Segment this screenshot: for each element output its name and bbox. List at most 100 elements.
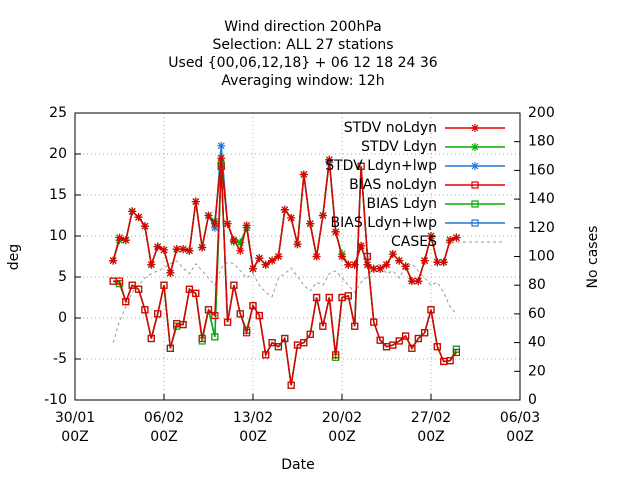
point: [427, 232, 435, 240]
x-tick-label: 30/01 00Z: [55, 410, 95, 445]
y2-tick-label: 60: [528, 306, 546, 322]
point: [160, 245, 168, 254]
point: [408, 344, 416, 352]
y2-tick-label: 180: [528, 134, 555, 150]
point: [236, 246, 245, 255]
point: [420, 256, 429, 265]
point: [217, 141, 226, 150]
legend-label: BIAS Ldyn+lwp: [331, 215, 438, 231]
legend-label: STDV Ldyn+lwp: [325, 158, 437, 174]
point: [407, 277, 416, 286]
point: [281, 334, 289, 343]
point: [223, 318, 232, 326]
point: [401, 332, 410, 340]
point: [388, 250, 397, 259]
y-tick-label: -10: [44, 392, 67, 408]
y-tick-label: 25: [49, 105, 67, 121]
point: [255, 254, 264, 263]
point: [134, 213, 143, 222]
point: [211, 311, 219, 320]
legend-label: BIAS Ldyn: [367, 196, 438, 212]
point: [261, 260, 270, 269]
point: [306, 219, 315, 228]
point: [274, 252, 283, 261]
point: [185, 285, 194, 293]
series-line: [112, 260, 457, 343]
point: [217, 154, 226, 163]
legend-marker: [471, 143, 479, 151]
point: [262, 351, 270, 359]
point: [433, 343, 441, 351]
legend-label: STDV noLdyn: [344, 120, 437, 136]
point: [312, 293, 321, 302]
x-tick-label-line: 27/02: [411, 410, 451, 426]
point: [363, 260, 372, 269]
y-tick-label: 0: [58, 310, 67, 326]
x-tick-label: 27/02 00Z: [411, 410, 451, 445]
y-tick-label: 10: [49, 228, 67, 244]
point: [210, 223, 219, 232]
point: [318, 211, 327, 220]
point: [421, 329, 429, 337]
point: [147, 334, 155, 343]
point: [331, 227, 340, 236]
y2-tick-label: 160: [528, 162, 555, 178]
x-tick-label-line: 20/02: [322, 410, 362, 426]
y-axis-label: deg: [6, 244, 22, 270]
y2-axis-label: No cases: [585, 226, 601, 289]
legend-marker: [471, 219, 479, 227]
y2-tick-label: 140: [528, 191, 555, 207]
point: [357, 162, 365, 170]
x-tick-label-line: 00Z: [150, 429, 177, 445]
point: [204, 211, 213, 220]
legend-label: STDV Ldyn: [361, 139, 437, 155]
point: [287, 381, 295, 389]
chart-title: Selection: ALL 27 stations: [212, 37, 393, 53]
x-tick-label-line: 00Z: [328, 429, 355, 445]
point: [351, 322, 359, 330]
point: [140, 222, 149, 231]
x-tick-label-line: 00Z: [61, 429, 88, 445]
point: [198, 334, 206, 343]
x-tick-label-line: 00Z: [239, 429, 266, 445]
point: [255, 311, 263, 320]
point: [236, 238, 245, 247]
y-tick-label: 5: [58, 269, 67, 285]
point: [452, 348, 461, 357]
point: [204, 306, 213, 314]
legend-marker: [471, 162, 479, 170]
legend-marker: [471, 181, 479, 189]
point: [268, 256, 277, 265]
chart-title: Used {00,06,12,18} + 06 12 18 24 36: [168, 55, 438, 71]
point: [433, 258, 442, 267]
point: [147, 260, 156, 269]
y-tick-label: 20: [49, 146, 67, 162]
point: [134, 285, 143, 293]
x-tick-label: 20/02 00Z: [322, 410, 362, 445]
point: [115, 277, 124, 285]
point: [382, 260, 391, 269]
point: [439, 258, 448, 267]
x-tick-label: 06/03 00Z: [500, 410, 540, 445]
point: [166, 268, 175, 277]
point: [344, 292, 352, 300]
y2-tick-label: 0: [528, 392, 537, 408]
point: [191, 197, 200, 206]
point: [242, 221, 251, 230]
point: [287, 213, 296, 222]
point: [319, 322, 327, 330]
point: [414, 277, 423, 286]
point: [121, 236, 130, 245]
x-tick-label-line: 06/02: [144, 410, 184, 426]
point: [166, 344, 174, 352]
point: [357, 241, 366, 250]
point: [198, 243, 207, 252]
legend-marker: [471, 124, 479, 132]
y2-tick-label: 100: [528, 249, 555, 265]
plot-frame: [74, 112, 521, 401]
point: [389, 341, 397, 349]
point: [211, 333, 219, 341]
point: [300, 339, 308, 347]
